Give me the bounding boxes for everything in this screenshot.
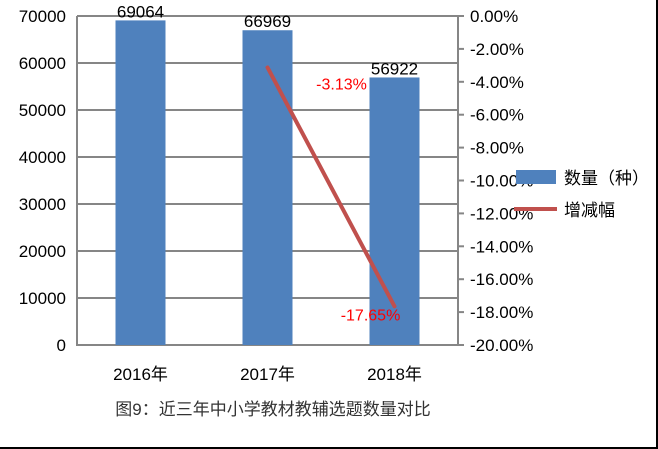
category-label: 2017年 xyxy=(240,365,295,384)
figure-caption: 图9：近三年中小学教材教辅选题数量对比 xyxy=(115,400,430,419)
right-axis-tick-marks xyxy=(458,15,464,346)
right-axis-tick-label: -20.00% xyxy=(470,336,533,355)
bar-data-label: 56922 xyxy=(371,59,418,78)
bar xyxy=(369,77,420,345)
legend-label-quantity: 数量（种） xyxy=(564,169,649,188)
right-axis-tick-label: 0.00% xyxy=(470,7,518,26)
left-axis-tick-label: 60000 xyxy=(19,54,66,73)
line-data-label: -3.13% xyxy=(316,76,367,93)
left-axis-tick-label: 20000 xyxy=(19,242,66,261)
legend-bar-swatch xyxy=(516,170,556,184)
left-axis-tick-label: 10000 xyxy=(19,289,66,308)
left-axis-tick-label: 50000 xyxy=(19,101,66,120)
left-axis-labels: 0 10000 20000 30000 40000 50000 60000 70000 xyxy=(19,7,66,355)
right-axis-tick-label: -14.00% xyxy=(470,237,533,256)
right-axis-labels: 0.00%-2.00%-4.00%-6.00%-8.00%-10.00%-12.… xyxy=(470,7,533,355)
right-axis-tick-label: -8.00% xyxy=(470,139,524,158)
legend-label-change: 增减幅 xyxy=(564,201,615,220)
left-axis-tick-label: 30000 xyxy=(19,195,66,214)
bar-series-quantity: 69064 66969 56922 xyxy=(115,2,420,346)
right-axis-tick-label: -16.00% xyxy=(470,270,533,289)
legend: 数量（种） 增减幅 xyxy=(514,169,649,220)
bar xyxy=(242,30,293,346)
line-data-label: -17.65% xyxy=(341,307,401,324)
left-axis-tick-label: 70000 xyxy=(19,7,66,26)
line-series-change: -3.13% -17.65% xyxy=(265,65,401,324)
left-axis-tick-label: 40000 xyxy=(19,148,66,167)
right-axis-tick-label: -2.00% xyxy=(470,40,524,59)
category-label: 2018年 xyxy=(367,365,422,384)
bar-data-label: 69064 xyxy=(117,2,164,21)
change-line xyxy=(265,65,397,309)
right-axis-tick-label: -4.00% xyxy=(470,73,524,92)
category-label: 2016年 xyxy=(113,365,168,384)
bar xyxy=(115,20,166,345)
right-axis-tick-label: -18.00% xyxy=(470,303,533,322)
bar-data-label: 66969 xyxy=(244,12,291,31)
x-axis-labels: 2016年 2017年 2018年 xyxy=(113,365,422,384)
left-axis-tick-label: 0 xyxy=(57,336,66,355)
right-axis-tick-label: -6.00% xyxy=(470,106,524,125)
